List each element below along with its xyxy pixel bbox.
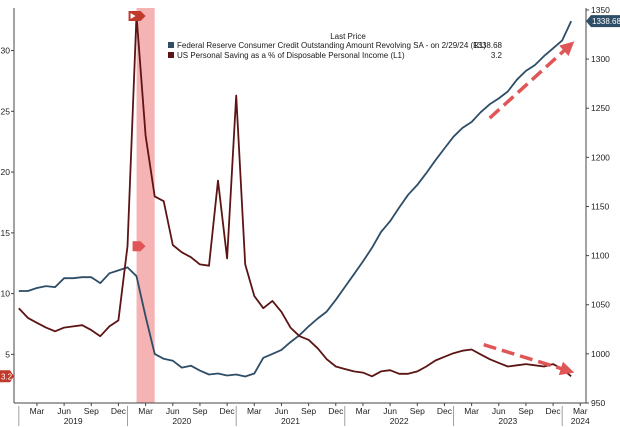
legend-swatch xyxy=(168,52,174,58)
right-tick-label: 1100 xyxy=(591,251,610,261)
legend-swatch xyxy=(168,42,174,48)
axes: 5 10 15 20 25 30 950 1000 1050 1100 1150 1200 1250 13… xyxy=(1,5,610,426)
band-top-marker xyxy=(128,11,146,21)
x-tick-label: Jun xyxy=(275,406,289,416)
up-trend-arrow-head xyxy=(559,41,575,56)
up-trend-arrow xyxy=(488,40,576,120)
x-year-label: 2019 xyxy=(64,416,83,426)
down-trend-arrow xyxy=(483,342,575,376)
legend-background xyxy=(164,29,504,69)
up-trend-arrow-shaft xyxy=(488,40,576,120)
x-tick-label: Jun xyxy=(383,406,397,416)
x-tick-label: Dec xyxy=(546,406,562,416)
down-trend-arrow-shaft xyxy=(483,342,575,375)
legend-series-name: US Personal Saving as a % of Disposable … xyxy=(177,51,405,60)
highlight-band-rect xyxy=(136,8,155,403)
left-tick-label: 5 xyxy=(5,349,10,359)
right-tick-label: 1350 xyxy=(591,5,610,15)
recession-highlight-band xyxy=(136,8,155,403)
x-tick-label: Mar xyxy=(464,406,479,416)
right-tick-label: 1000 xyxy=(591,349,610,359)
x-tick-label: Jun xyxy=(57,406,71,416)
x-tick-label: Sep xyxy=(84,406,99,416)
x-tick-label: Sep xyxy=(410,406,425,416)
x-year-label: 2023 xyxy=(498,416,517,426)
right-last-value-text: 1338.68 xyxy=(592,17,620,26)
x-tick-label: Sep xyxy=(192,406,207,416)
left-last-value-flag xyxy=(0,370,14,383)
x-year-label: 2024 xyxy=(571,416,590,426)
legend-series-name: Federal Reserve Consumer Credit Outstand… xyxy=(177,41,486,50)
band-top-marker-arrow xyxy=(130,13,136,19)
x-tick-label: Sep xyxy=(518,406,533,416)
x-year-label: 2020 xyxy=(172,416,191,426)
x-tick-label: Mar xyxy=(356,406,371,416)
right-tick-label: 1050 xyxy=(591,300,610,310)
x-tick-label: Jun xyxy=(492,406,506,416)
right-tick-label: 950 xyxy=(591,398,605,408)
x-tick-label: Mar xyxy=(138,406,153,416)
legend-header: Last Price xyxy=(330,32,366,41)
right-tick-label: 1200 xyxy=(591,152,610,162)
x-tick-label: Jun xyxy=(166,406,180,416)
band-mid-marker xyxy=(132,241,146,252)
right-tick-label: 1300 xyxy=(591,54,610,64)
x-tick-label: Dec xyxy=(220,406,236,416)
legend-last-value: 3.2 xyxy=(491,51,503,60)
x-tick-label: Dec xyxy=(111,406,127,416)
consumer-credit-line xyxy=(18,20,573,378)
x-year-label: 2021 xyxy=(281,416,300,426)
legend-last-value: 1338.68 xyxy=(473,41,502,50)
left-tick-label: 20 xyxy=(1,167,11,177)
x-tick-label: Mar xyxy=(247,406,262,416)
personal-saving-line xyxy=(18,14,572,378)
left-tick-label: 10 xyxy=(1,289,11,299)
x-tick-label: Sep xyxy=(301,406,316,416)
left-last-value-text: 3.2 xyxy=(1,372,13,381)
left-tick-label: 25 xyxy=(1,106,11,116)
right-tick-label: 1150 xyxy=(591,201,610,211)
x-tick-label: Dec xyxy=(328,406,344,416)
down-trend-arrow-head xyxy=(558,361,575,376)
right-last-value-flag xyxy=(586,15,620,28)
right-tick-label: 1250 xyxy=(591,103,610,113)
left-tick-label: 30 xyxy=(1,46,11,56)
left-tick-label: 15 xyxy=(1,228,11,238)
x-tick-label: Mar xyxy=(30,406,45,416)
value-flags: 1338.683.2 xyxy=(0,11,620,383)
x-year-label: 2022 xyxy=(390,416,409,426)
x-tick-label: Mar xyxy=(573,406,588,416)
trend-arrows xyxy=(483,40,576,376)
series-lines xyxy=(18,14,573,378)
x-tick-label: Dec xyxy=(437,406,453,416)
